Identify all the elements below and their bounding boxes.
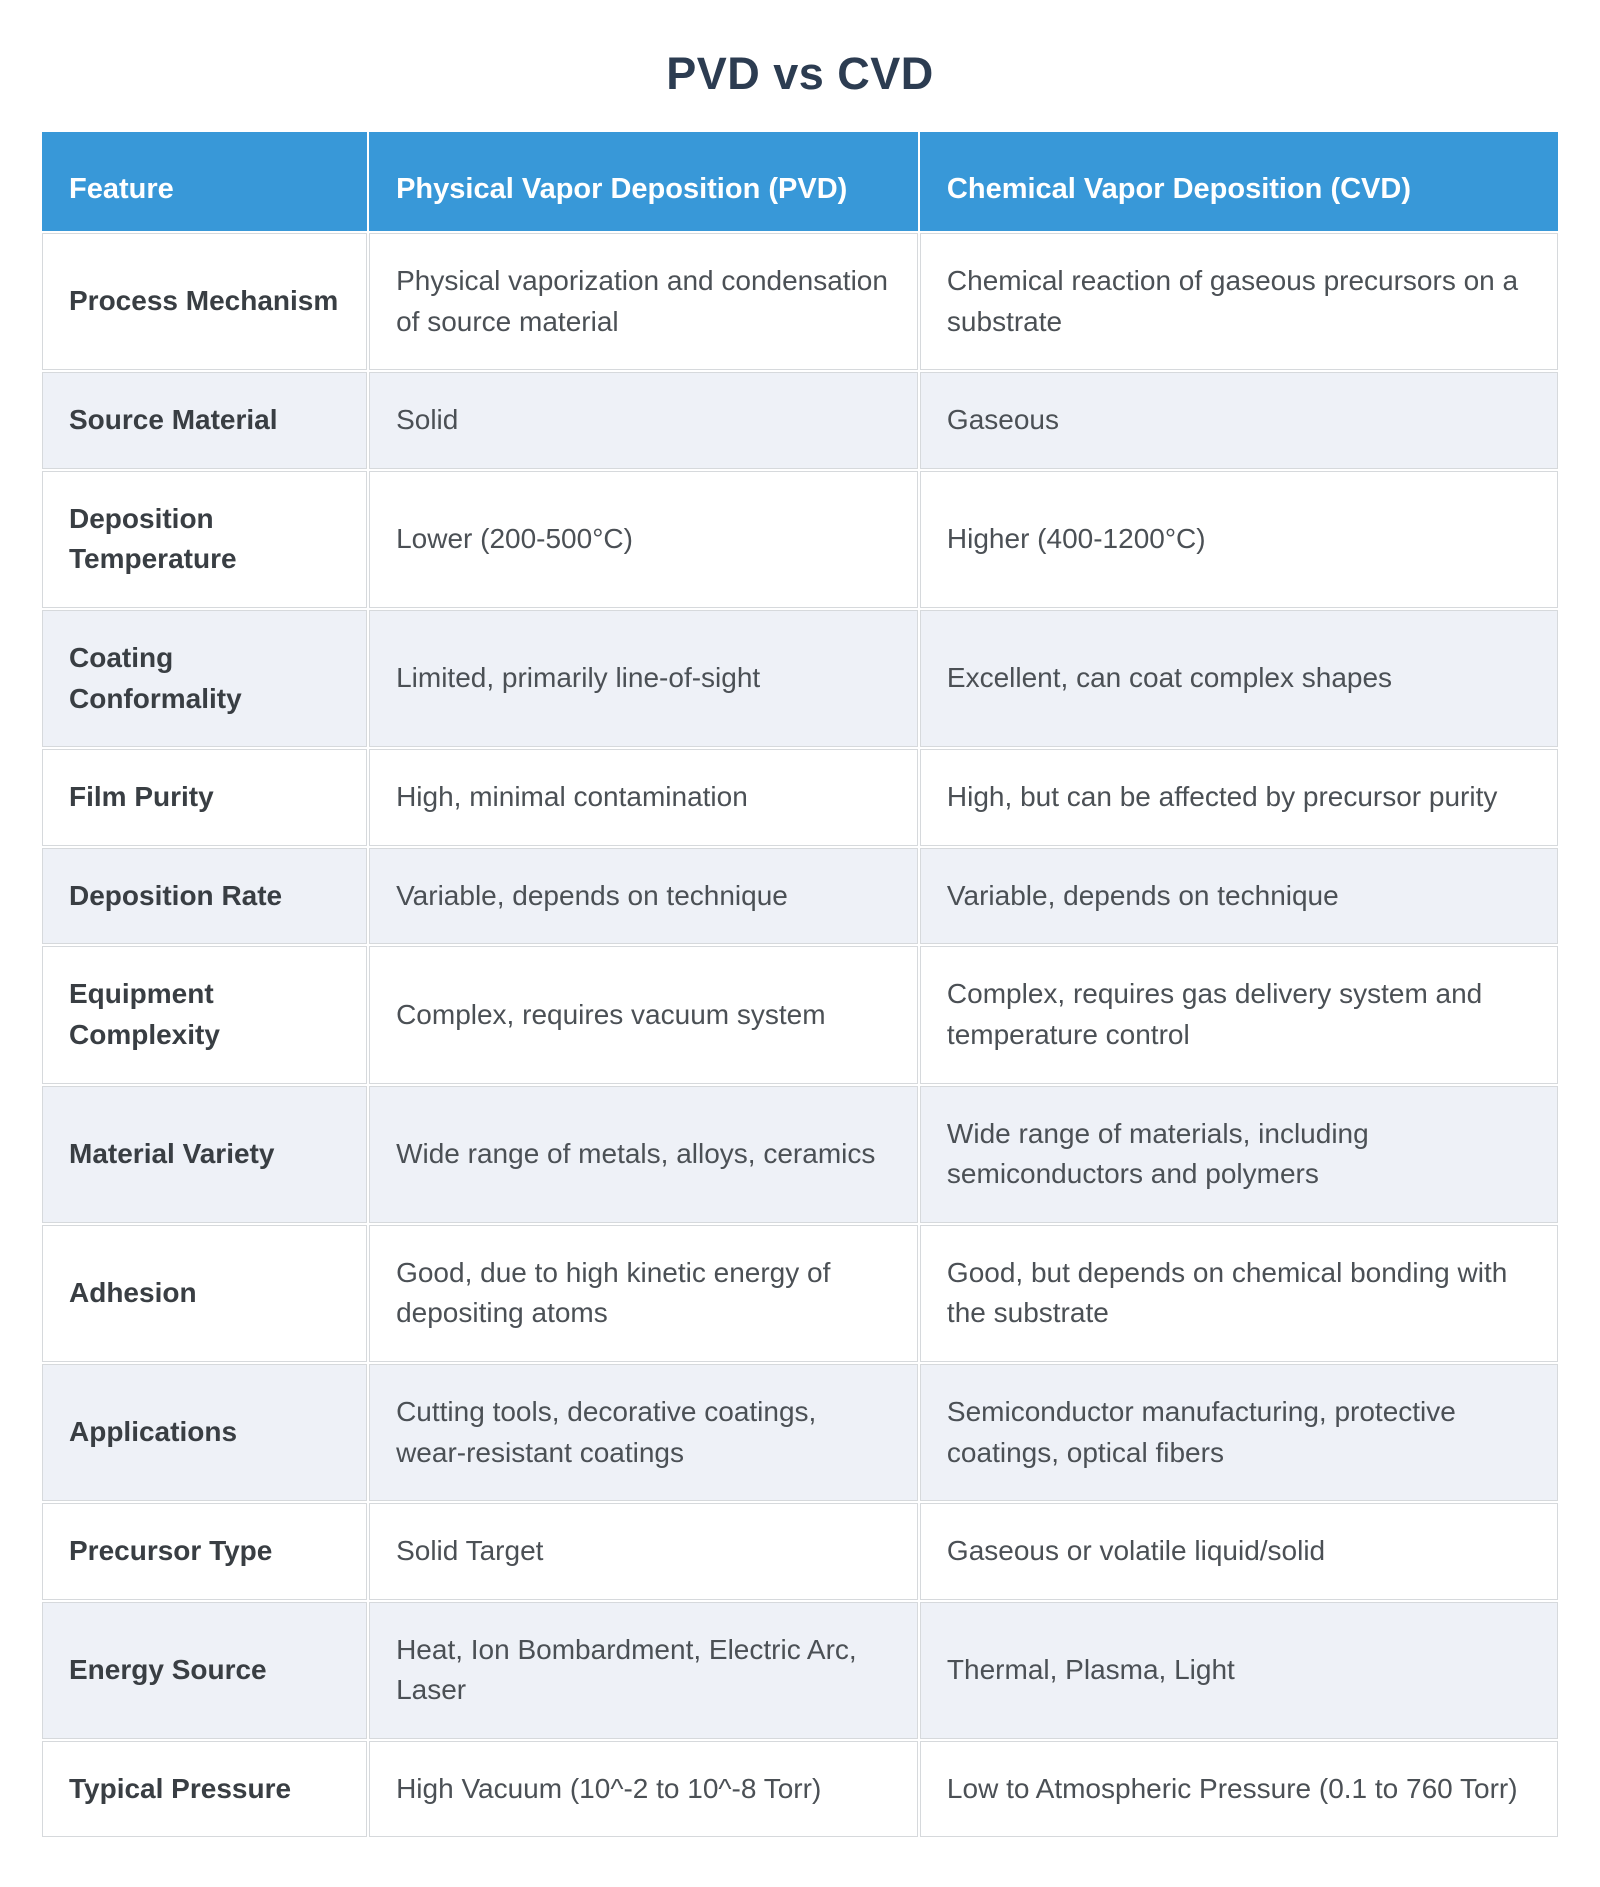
table-row: Precursor Type Solid Target Gaseous or v… <box>42 1503 1558 1600</box>
table-row: Deposition Rate Variable, depends on tec… <box>42 847 1558 945</box>
page-title: PVD vs CVD <box>666 48 934 99</box>
feature-cell: Source Material <box>42 372 368 469</box>
table-row: Deposition Temperature Lower (200-500°C)… <box>42 470 1558 608</box>
feature-cell: Equipment Complexity <box>42 946 368 1084</box>
cvd-cell: Excellent, can coat complex shapes <box>919 609 1558 748</box>
cvd-cell: Low to Atmospheric Pressure (0.1 to 760 … <box>919 1740 1558 1838</box>
pvd-cell: Wide range of metals, alloys, ceramics <box>369 1085 918 1223</box>
cvd-cell: Chemical reaction of gaseous precursors … <box>919 233 1558 371</box>
feature-cell: Film Purity <box>42 749 368 846</box>
pvd-cell: Solid Target <box>369 1503 918 1600</box>
feature-cell: Typical Pressure <box>42 1740 368 1838</box>
pvd-cell: High, minimal contamination <box>369 749 918 846</box>
feature-cell: Energy Source <box>42 1601 368 1739</box>
feature-cell: Adhesion <box>42 1224 368 1362</box>
table-row: Typical Pressure High Vacuum (10^-2 to 1… <box>42 1740 1558 1838</box>
pvd-cell: Good, due to high kinetic energy of depo… <box>369 1224 918 1362</box>
feature-cell: Applications <box>42 1363 368 1502</box>
feature-cell: Precursor Type <box>42 1503 368 1600</box>
cvd-cell: Wide range of materials, including semic… <box>919 1085 1558 1223</box>
column-header-pvd: Physical Vapor Deposition (PVD) <box>369 132 918 231</box>
pvd-cell: Heat, Ion Bombardment, Electric Arc, Las… <box>369 1601 918 1739</box>
table-row: Film Purity High, minimal contamination … <box>42 749 1558 846</box>
table-row: Equipment Complexity Complex, requires v… <box>42 946 1558 1084</box>
pvd-cell: Limited, primarily line-of-sight <box>369 609 918 748</box>
cvd-cell: Thermal, Plasma, Light <box>919 1601 1558 1739</box>
feature-cell: Deposition Rate <box>42 847 368 945</box>
table-row: Process Mechanism Physical vaporization … <box>42 233 1558 371</box>
comparison-table: Feature Physical Vapor Deposition (PVD) … <box>40 130 1560 1839</box>
cvd-cell: Gaseous or volatile liquid/solid <box>919 1503 1558 1600</box>
pvd-cell: Physical vaporization and condensation o… <box>369 233 918 371</box>
pvd-cell: Solid <box>369 372 918 469</box>
cvd-cell: Semiconductor manufacturing, protective … <box>919 1363 1558 1502</box>
table-header: Feature Physical Vapor Deposition (PVD) … <box>42 132 1558 231</box>
pvd-cell: Cutting tools, decorative coatings, wear… <box>369 1363 918 1502</box>
feature-cell: Deposition Temperature <box>42 470 368 608</box>
table-row: Energy Source Heat, Ion Bombardment, Ele… <box>42 1601 1558 1739</box>
column-header-cvd: Chemical Vapor Deposition (CVD) <box>919 132 1558 231</box>
cvd-cell: Good, but depends on chemical bonding wi… <box>919 1224 1558 1362</box>
table-row: Applications Cutting tools, decorative c… <box>42 1363 1558 1502</box>
cvd-cell: High, but can be affected by precursor p… <box>919 749 1558 846</box>
table-row: Coating Conformality Limited, primarily … <box>42 609 1558 748</box>
header-row: Feature Physical Vapor Deposition (PVD) … <box>42 132 1558 231</box>
cvd-cell: Higher (400-1200°C) <box>919 470 1558 608</box>
pvd-cell: Variable, depends on technique <box>369 847 918 945</box>
feature-cell: Material Variety <box>42 1085 368 1223</box>
table-row: Material Variety Wide range of metals, a… <box>42 1085 1558 1223</box>
table-row: Adhesion Good, due to high kinetic energ… <box>42 1224 1558 1362</box>
pvd-cell: Complex, requires vacuum system <box>369 946 918 1084</box>
column-header-feature: Feature <box>42 132 368 231</box>
table-row: Source Material Solid Gaseous <box>42 372 1558 469</box>
pvd-cell: Lower (200-500°C) <box>369 470 918 608</box>
cvd-cell: Complex, requires gas delivery system an… <box>919 946 1558 1084</box>
feature-cell: Coating Conformality <box>42 609 368 748</box>
cvd-cell: Variable, depends on technique <box>919 847 1558 945</box>
table-body: Process Mechanism Physical vaporization … <box>42 233 1558 1838</box>
feature-cell: Process Mechanism <box>42 233 368 371</box>
cvd-cell: Gaseous <box>919 372 1558 469</box>
pvd-cell: High Vacuum (10^-2 to 10^-8 Torr) <box>369 1740 918 1838</box>
